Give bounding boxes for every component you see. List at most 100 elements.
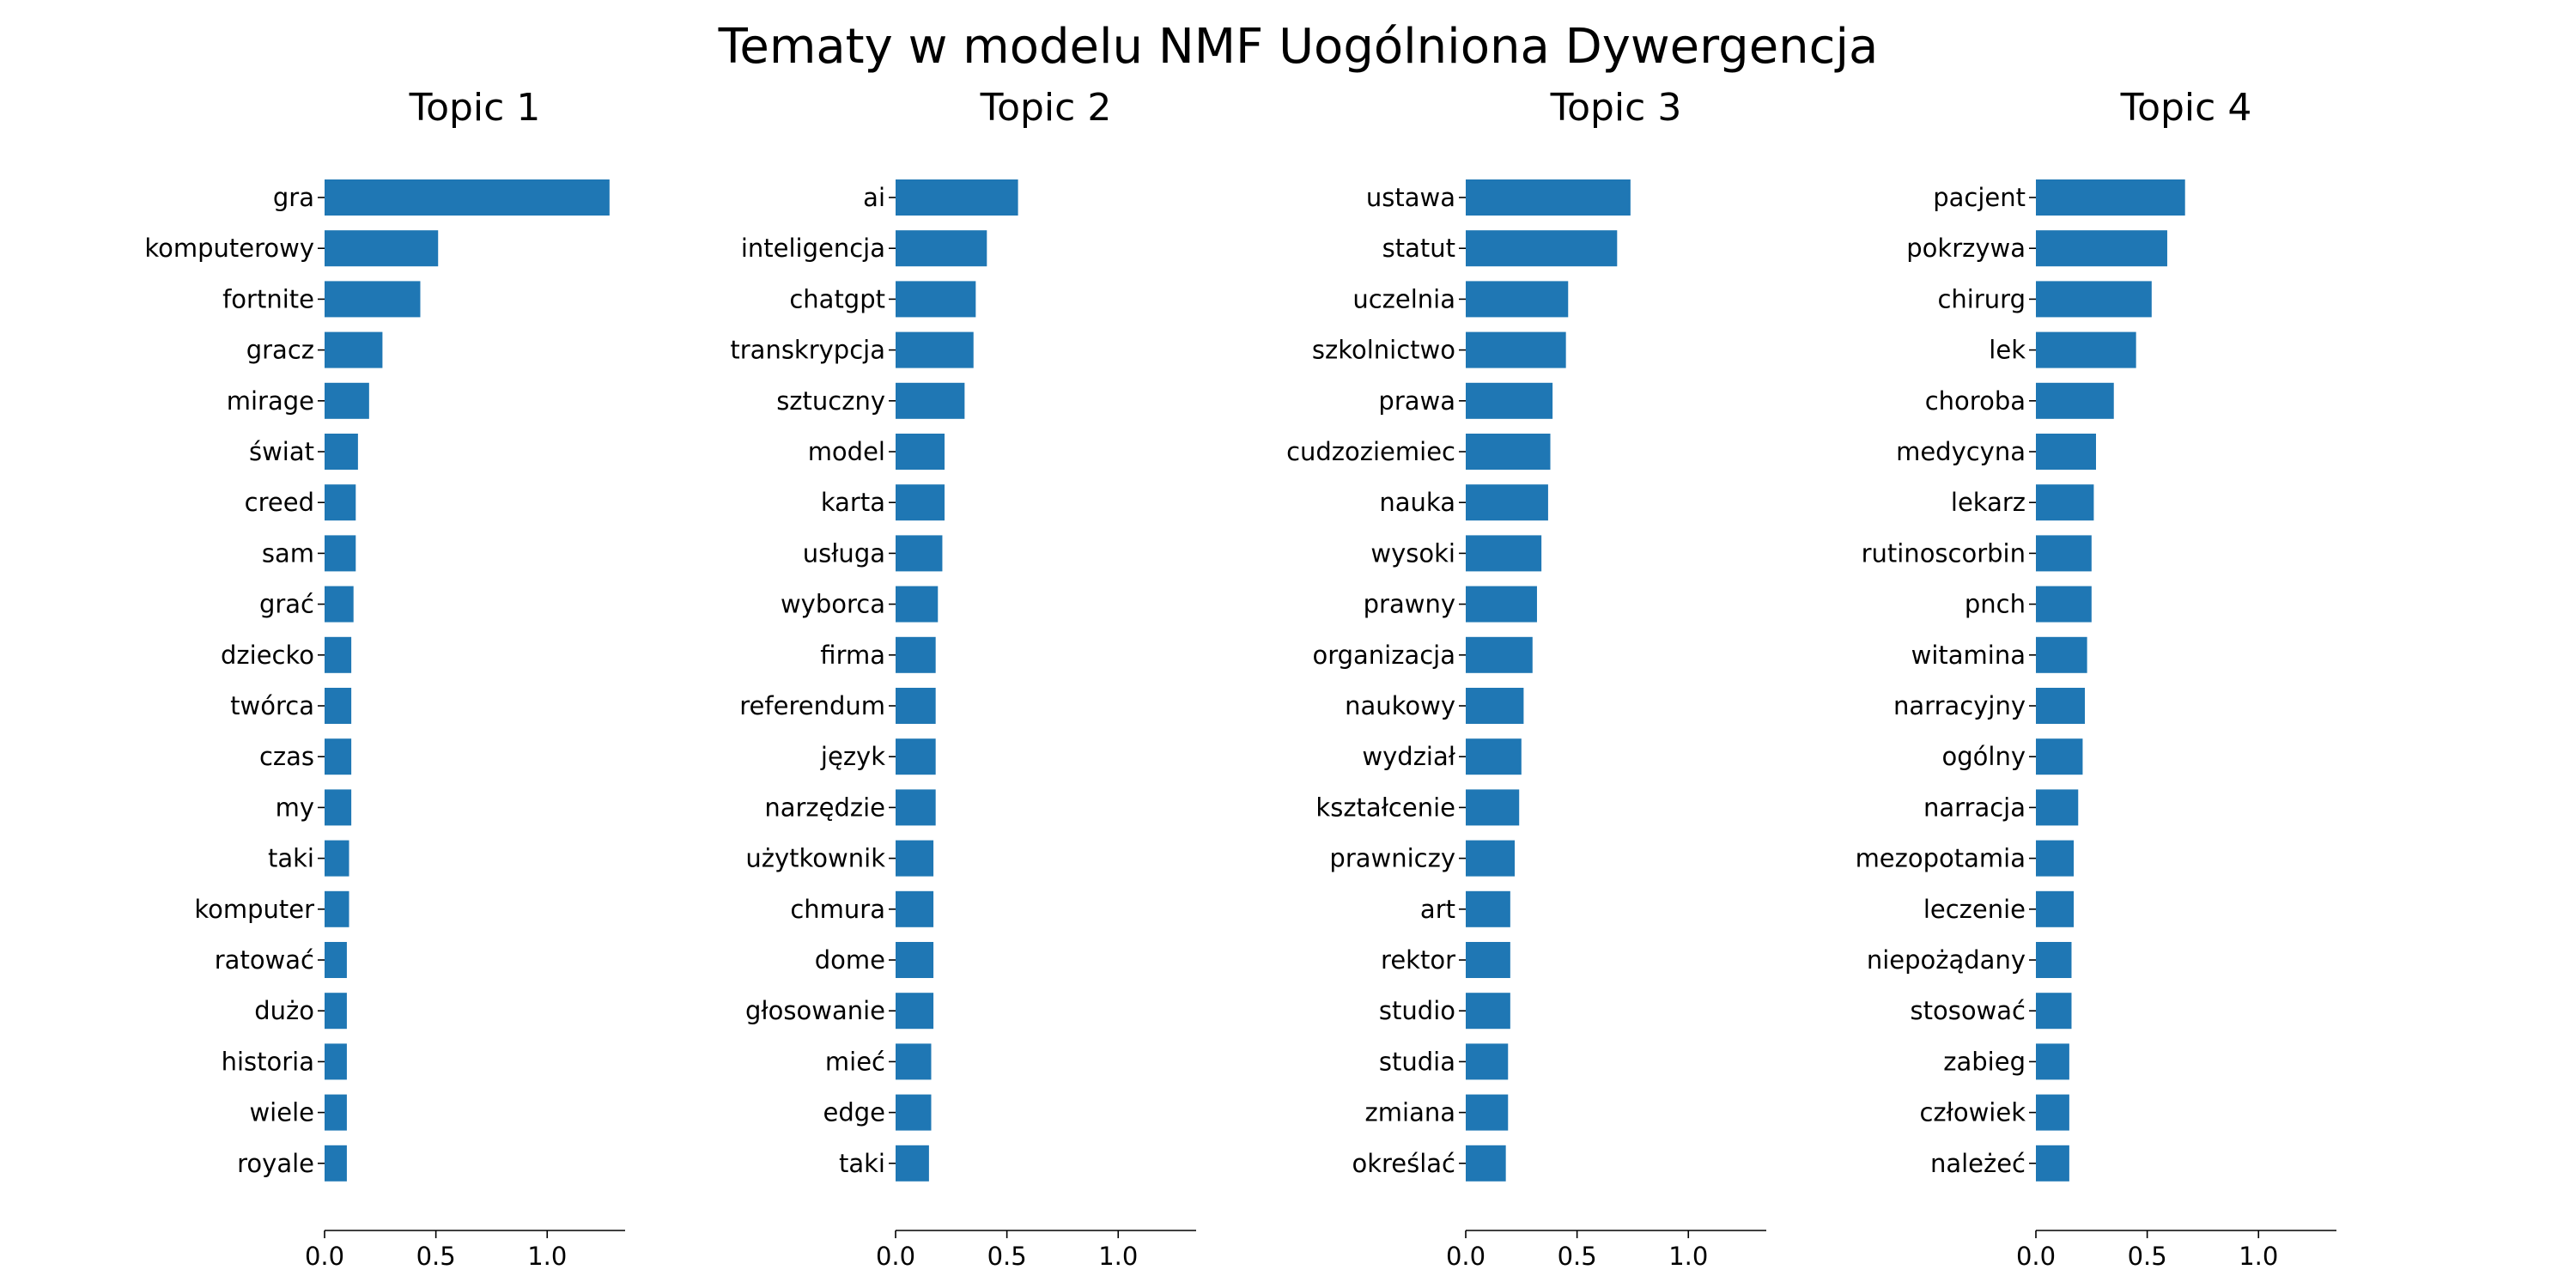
y-tick-label: zmiana — [1365, 1098, 1455, 1127]
bar — [2036, 434, 2096, 470]
bar — [896, 636, 936, 673]
topic-panel: Topic 1 gra komputerowy fortnite gracz mirage… — [144, 86, 625, 1271]
y-tick-label: dome — [815, 945, 885, 975]
x-tick-label: 0.0 — [2016, 1242, 2056, 1271]
y-tick-label: medycyna — [1896, 437, 2026, 466]
x-tick-label: 1.0 — [527, 1242, 567, 1271]
y-tick-label: niepożądany — [1867, 945, 2026, 975]
bar — [325, 789, 352, 826]
bar — [1466, 840, 1516, 877]
y-tick-label: kształcenie — [1315, 793, 1455, 822]
y-tick-label: organizacja — [1312, 641, 1455, 670]
y-tick-label: wysoki — [1370, 538, 1455, 568]
bar — [1466, 942, 1510, 978]
bar — [325, 535, 356, 572]
bar — [896, 382, 965, 419]
bar — [1466, 179, 1631, 216]
y-tick-label: ustawa — [1366, 183, 1455, 212]
bar — [325, 331, 383, 368]
y-tick-label: grać — [259, 590, 314, 619]
bar — [2036, 484, 2094, 521]
x-tick-label: 0.0 — [876, 1242, 915, 1271]
bar — [325, 993, 347, 1030]
bar — [1466, 1043, 1509, 1080]
y-tick-label: taki — [839, 1149, 885, 1178]
bar — [896, 1145, 929, 1182]
bar — [325, 688, 352, 724]
y-tick-label: firma — [820, 641, 885, 670]
x-tick-label: 0.5 — [987, 1242, 1027, 1271]
panel-title: Topic 1 — [409, 86, 541, 130]
y-tick-label: sztuczny — [776, 386, 885, 416]
bar — [1466, 434, 1551, 470]
y-tick-label: inteligencja — [741, 234, 885, 263]
topic-panels: Topic 1 gra komputerowy fortnite gracz mirage… — [144, 86, 2336, 1271]
y-tick-label: sam — [262, 538, 314, 568]
bar — [896, 434, 945, 470]
y-tick-label: lek — [1989, 336, 2026, 365]
y-tick-label: transkrypcja — [730, 336, 885, 365]
y-tick-label: lekarz — [1951, 488, 2026, 517]
y-tick-label: mirage — [227, 386, 314, 416]
bar — [896, 331, 974, 368]
bar — [325, 230, 439, 267]
bar — [325, 281, 421, 318]
bar — [896, 890, 934, 927]
bar — [896, 535, 943, 572]
bar — [325, 942, 347, 978]
bar — [1466, 535, 1542, 572]
y-tick-label: creed — [245, 488, 314, 517]
bar — [1466, 738, 1522, 775]
y-tick-label: rutinoscorbin — [1862, 538, 2026, 568]
topic-panel: Topic 3 ustawa statut uczelnia szkolnictwo pr… — [1286, 86, 1766, 1271]
bar — [2036, 636, 2087, 673]
y-tick-label: taki — [268, 844, 314, 873]
bar — [1466, 281, 1569, 318]
y-tick-label: naukowy — [1345, 691, 1455, 720]
y-tick-label: stosować — [1910, 996, 2026, 1025]
y-tick-label: świat — [249, 437, 314, 466]
y-tick-label: głosowanie — [745, 996, 885, 1025]
topic-panel: Topic 4 pacjent pokrzywa chirurg lek choroba m… — [1856, 86, 2336, 1271]
bar — [896, 993, 934, 1030]
bar — [1466, 993, 1510, 1030]
bar — [2036, 1094, 2069, 1131]
y-tick-label: ai — [863, 183, 885, 212]
y-tick-label: człowiek — [1919, 1098, 2026, 1127]
bar — [325, 1043, 347, 1080]
y-tick-label: użytkownik — [745, 844, 885, 873]
y-tick-label: fortnite — [222, 284, 314, 313]
y-tick-label: uczelnia — [1352, 284, 1455, 313]
y-tick-label: leczenie — [1923, 895, 2026, 924]
bar — [325, 382, 369, 419]
y-tick-label: rektor — [1381, 945, 1455, 975]
bar — [1466, 331, 1566, 368]
y-tick-label: pacjent — [1933, 183, 2026, 212]
bar — [325, 636, 352, 673]
bar — [2036, 890, 2075, 927]
x-tick-label: 0.0 — [1446, 1242, 1485, 1271]
y-tick-label: art — [1420, 895, 1455, 924]
y-tick-label: narzędzie — [764, 793, 885, 822]
bar — [1466, 789, 1520, 826]
y-tick-label: witamina — [1911, 641, 2026, 670]
y-tick-label: chatgpt — [789, 284, 885, 313]
x-tick-label: 0.5 — [2128, 1242, 2167, 1271]
bar — [2036, 942, 2072, 978]
y-tick-label: czas — [259, 742, 314, 771]
y-tick-label: wiele — [249, 1098, 314, 1127]
bar — [2036, 281, 2152, 318]
y-tick-label: royale — [237, 1149, 314, 1178]
bar — [896, 1094, 932, 1131]
bar — [2036, 789, 2079, 826]
y-tick-label: studia — [1379, 1047, 1455, 1076]
x-tick-label: 1.0 — [2239, 1242, 2278, 1271]
bar — [896, 1043, 932, 1080]
y-tick-label: dziecko — [221, 641, 314, 670]
topic-panel: Topic 2 ai inteligencja chatgpt transkrypcja… — [730, 86, 1196, 1271]
bar — [2036, 1145, 2069, 1182]
y-tick-label: narracja — [1923, 793, 2026, 822]
y-tick-label: prawa — [1378, 386, 1455, 416]
y-tick-label: ogólny — [1942, 742, 2026, 771]
